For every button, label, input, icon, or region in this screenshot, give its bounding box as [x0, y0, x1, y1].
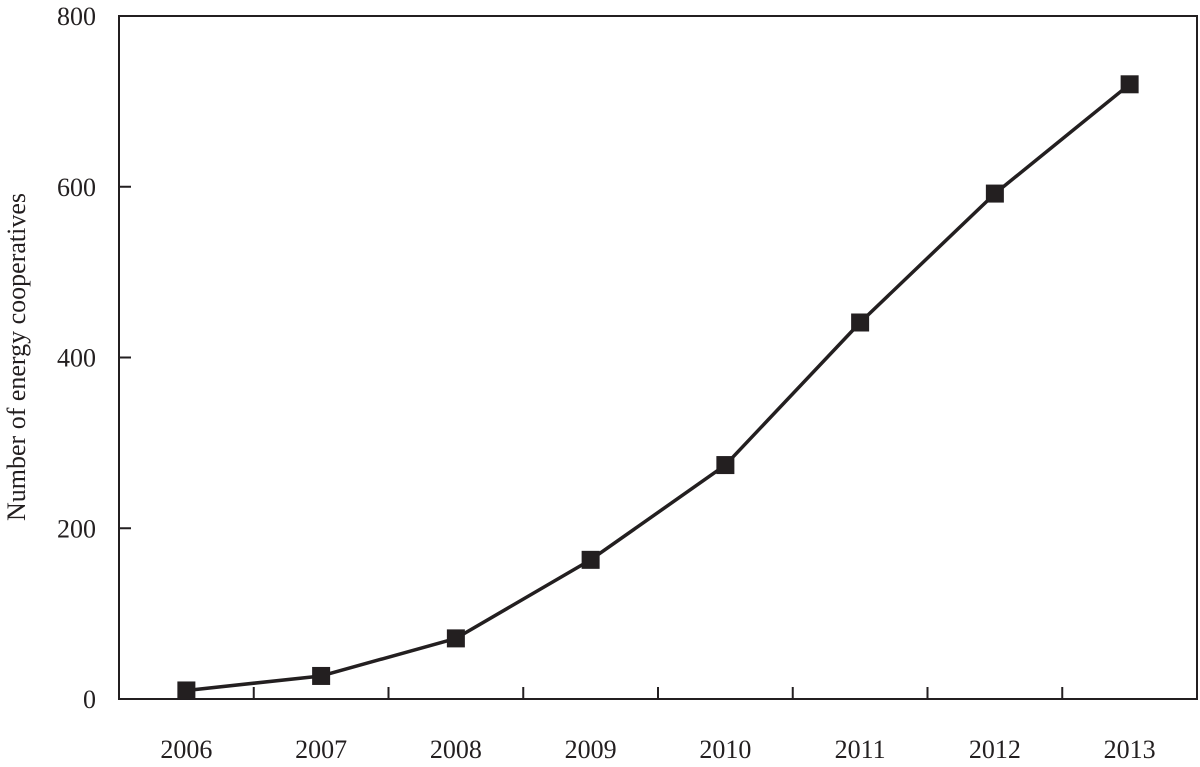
data-point — [177, 681, 196, 700]
data-point — [446, 629, 465, 648]
y-axis-tick-labels: 0 200 400 600 800 — [57, 2, 96, 714]
y-tick-label: 0 — [83, 685, 96, 714]
y-axis-ticks — [119, 185, 131, 530]
x-axis-tick-labels: 2006 2007 2008 2009 2010 2011 2012 2013 — [160, 735, 1156, 764]
data-point — [985, 184, 1004, 203]
x-tick-label: 2008 — [430, 735, 482, 762]
data-point — [851, 313, 870, 332]
data-point — [716, 456, 735, 475]
y-tick-label: 600 — [57, 173, 96, 202]
x-tick-label: 2006 — [160, 735, 212, 762]
data-point — [581, 550, 600, 569]
y-tick-label: 200 — [57, 514, 96, 543]
x-tick-label: 2011 — [835, 735, 886, 762]
x-axis-ticks — [252, 687, 1064, 699]
data-point — [312, 666, 331, 685]
y-tick-label: 400 — [57, 344, 96, 373]
x-tick-label: 2010 — [699, 735, 751, 762]
plot-frame — [118, 15, 1198, 700]
y-axis-title: Number of energy cooperatives — [2, 193, 31, 521]
data-point — [1120, 75, 1139, 94]
x-tick-label: 2013 — [1104, 735, 1156, 762]
x-tick-label: 2007 — [295, 735, 347, 762]
x-tick-label: 2012 — [969, 735, 1021, 762]
y-tick-label: 800 — [57, 2, 96, 31]
x-tick-label: 2009 — [565, 735, 617, 762]
series-line — [186, 82, 1131, 693]
series-layer — [177, 75, 1139, 700]
